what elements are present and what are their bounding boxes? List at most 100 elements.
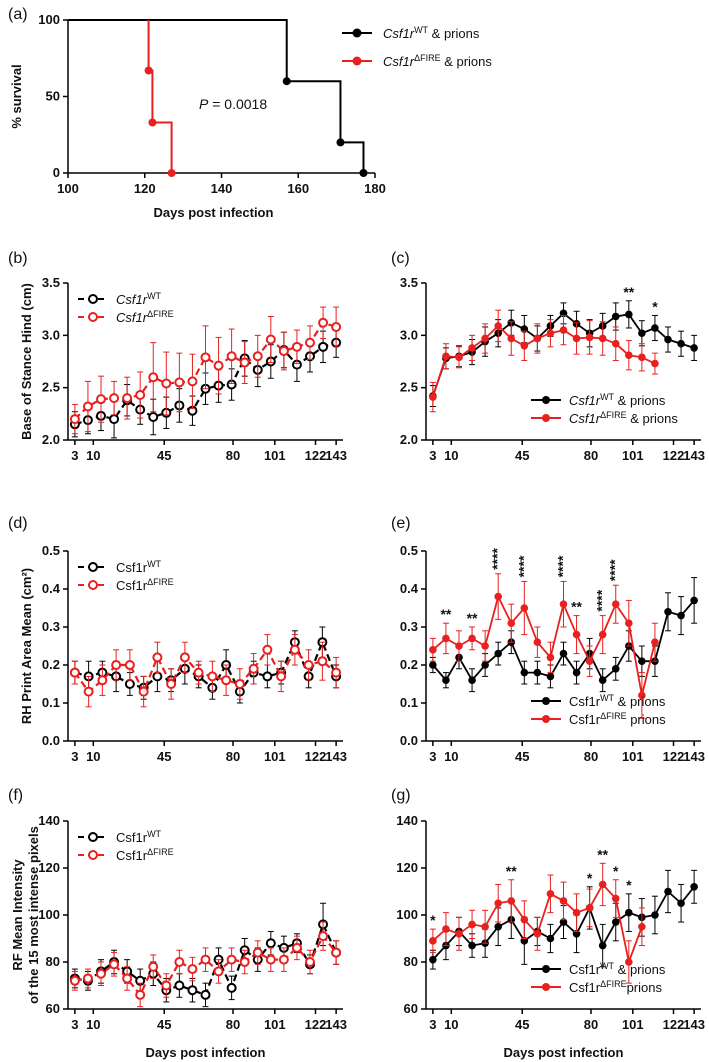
legend-suffix: prions (627, 712, 667, 727)
x-tick-label: 143 (683, 1017, 705, 1032)
x-tick-label: 143 (683, 749, 705, 764)
significance-marker: * (613, 863, 619, 879)
legend-superscript: WT (600, 961, 614, 971)
x-tick-label: 45 (157, 1017, 171, 1032)
x-tick-label: 101 (622, 749, 644, 764)
series-1 (69, 306, 342, 435)
legend-suffix: & prions (428, 26, 480, 41)
data-point (207, 671, 218, 682)
panel-label: (f) (8, 787, 23, 804)
data-point (625, 908, 633, 917)
data-point (161, 980, 172, 991)
data-point (305, 337, 315, 348)
data-point (148, 372, 159, 383)
data-point (318, 317, 329, 328)
x-tick-label: 101 (264, 448, 286, 463)
y-tick-label: 0.1 (400, 695, 418, 710)
legend-entry: Csf1rWT & prions (569, 392, 666, 408)
legend-text: Csf1r (116, 560, 148, 575)
legend-italic: Csf1r (383, 54, 415, 69)
significance-marker: ** (440, 606, 451, 622)
legend-text: Csf1r (569, 712, 601, 727)
data-point (677, 899, 685, 908)
x-tick-label: 101 (622, 448, 644, 463)
p-value: P = 0.0018 (199, 96, 267, 112)
data-point (494, 899, 502, 908)
x-tick-label: 101 (264, 749, 286, 764)
survival-line-0 (68, 19, 365, 173)
x-tick-label: 45 (515, 448, 529, 463)
data-point (262, 671, 273, 682)
data-point (533, 638, 542, 646)
y-tick-label: 3.5 (42, 275, 60, 290)
x-tick-label: 3 (429, 448, 436, 463)
legend-suffix: & prions (614, 393, 666, 408)
data-point (174, 957, 185, 967)
significance-marker: **** (555, 555, 571, 577)
x-tick-label: 143 (325, 448, 347, 463)
legend-entry: Csf1rΔFIRE & prions (569, 410, 678, 426)
legend-marker (88, 312, 98, 322)
data-point (481, 922, 489, 931)
data-point (481, 334, 489, 343)
legend-entry: Csf1rΔFIREprions (569, 979, 662, 995)
data-point (200, 989, 211, 1000)
legend-text: Csf1r (569, 980, 601, 995)
x-tick-label: 143 (683, 448, 705, 463)
panel-label: (e) (391, 515, 411, 532)
data-point (455, 930, 463, 938)
y-tick-label: 0.2 (400, 657, 418, 672)
legend-superscript: WT (600, 392, 614, 402)
data-point (520, 342, 529, 350)
legend-entry: Csf1rWT & prions (569, 693, 666, 709)
data-point (174, 377, 185, 388)
data-point (111, 660, 122, 670)
data-point (611, 600, 620, 608)
legend-entry: Csf1rWT & prions (383, 25, 480, 41)
x-tick-label: 10 (444, 1017, 458, 1032)
series-line (73, 647, 337, 695)
data-point (442, 634, 450, 643)
legend-entry: Csf1rWT & prions (569, 961, 666, 977)
legend-superscript: ΔFIRE (147, 309, 174, 319)
y-tick-label: 0 (53, 165, 60, 180)
x-tick-label: 80 (584, 1017, 598, 1032)
legend-superscript: WT (147, 559, 161, 569)
legend-suffix: & prions (441, 54, 493, 69)
data-point (278, 346, 289, 357)
data-point (638, 922, 646, 931)
x-tick-label: 10 (86, 749, 100, 764)
significance-marker: ** (571, 599, 582, 615)
data-point (318, 931, 329, 942)
legend-italic: Csf1r (116, 292, 148, 307)
data-point (690, 596, 698, 605)
series-0 (429, 869, 698, 970)
y-axis-label: Base of Stance Hind (cm) (19, 283, 34, 440)
survival-point (336, 138, 345, 147)
legend-entry: Csf1rWT (116, 291, 162, 307)
data-point (96, 968, 106, 979)
data-point (546, 653, 555, 662)
legend-superscript: ΔFIRE (600, 711, 627, 721)
data-point (265, 938, 276, 949)
data-point (585, 657, 594, 665)
y-tick-label: 0.0 (400, 733, 418, 748)
data-point (651, 359, 659, 368)
data-point (677, 611, 685, 620)
data-point (481, 661, 489, 669)
data-point (546, 672, 555, 681)
data-point (152, 671, 163, 682)
legend-text: Csf1r (116, 848, 148, 863)
series-line (74, 934, 337, 997)
data-point (598, 630, 607, 639)
legend-superscript: ΔFIRE (600, 410, 627, 420)
data-point (318, 341, 329, 352)
significance-marker: ** (467, 610, 478, 626)
data-point (252, 947, 263, 958)
data-point (677, 339, 685, 348)
data-point (429, 393, 437, 401)
data-point (520, 915, 529, 924)
x-tick-label: 100 (57, 181, 79, 196)
